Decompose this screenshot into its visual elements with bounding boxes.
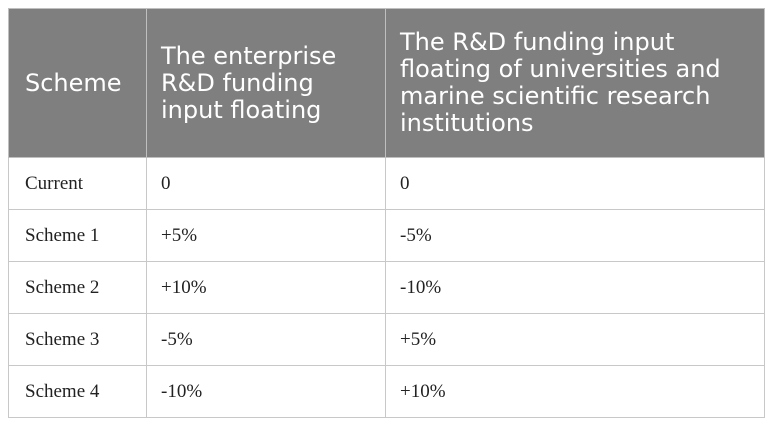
header-row: Scheme The enterprise R&D funding input … xyxy=(8,8,765,158)
cell-scheme: Scheme 4 xyxy=(8,365,147,418)
cell-scheme: Scheme 2 xyxy=(8,261,147,314)
cell-university-funding: 0 xyxy=(385,157,765,210)
cell-university-funding: -5% xyxy=(385,209,765,262)
cell-enterprise-funding: 0 xyxy=(146,157,386,210)
header-scheme: Scheme xyxy=(8,8,147,158)
table-row: Scheme 2 +10% -10% xyxy=(8,261,765,314)
table-header: Scheme The enterprise R&D funding input … xyxy=(8,8,765,158)
table-row: Current 0 0 xyxy=(8,157,765,210)
table-row: Scheme 3 -5% +5% xyxy=(8,313,765,366)
cell-scheme: Scheme 1 xyxy=(8,209,147,262)
cell-enterprise-funding: -10% xyxy=(146,365,386,418)
cell-university-funding: +5% xyxy=(385,313,765,366)
scheme-table: Scheme The enterprise R&D funding input … xyxy=(8,8,765,418)
cell-scheme: Current xyxy=(8,157,147,210)
header-university-funding: The R&D funding input floating of univer… xyxy=(385,8,765,158)
cell-scheme: Scheme 3 xyxy=(8,313,147,366)
cell-enterprise-funding: -5% xyxy=(146,313,386,366)
cell-enterprise-funding: +10% xyxy=(146,261,386,314)
header-enterprise-funding: The enterprise R&D funding input floatin… xyxy=(146,8,386,158)
table-row: Scheme 4 -10% +10% xyxy=(8,365,765,418)
table-row: Scheme 1 +5% -5% xyxy=(8,209,765,262)
cell-university-funding: -10% xyxy=(385,261,765,314)
cell-enterprise-funding: +5% xyxy=(146,209,386,262)
cell-university-funding: +10% xyxy=(385,365,765,418)
table-body: Current 0 0 Scheme 1 +5% -5% Scheme 2 +1… xyxy=(8,157,765,418)
